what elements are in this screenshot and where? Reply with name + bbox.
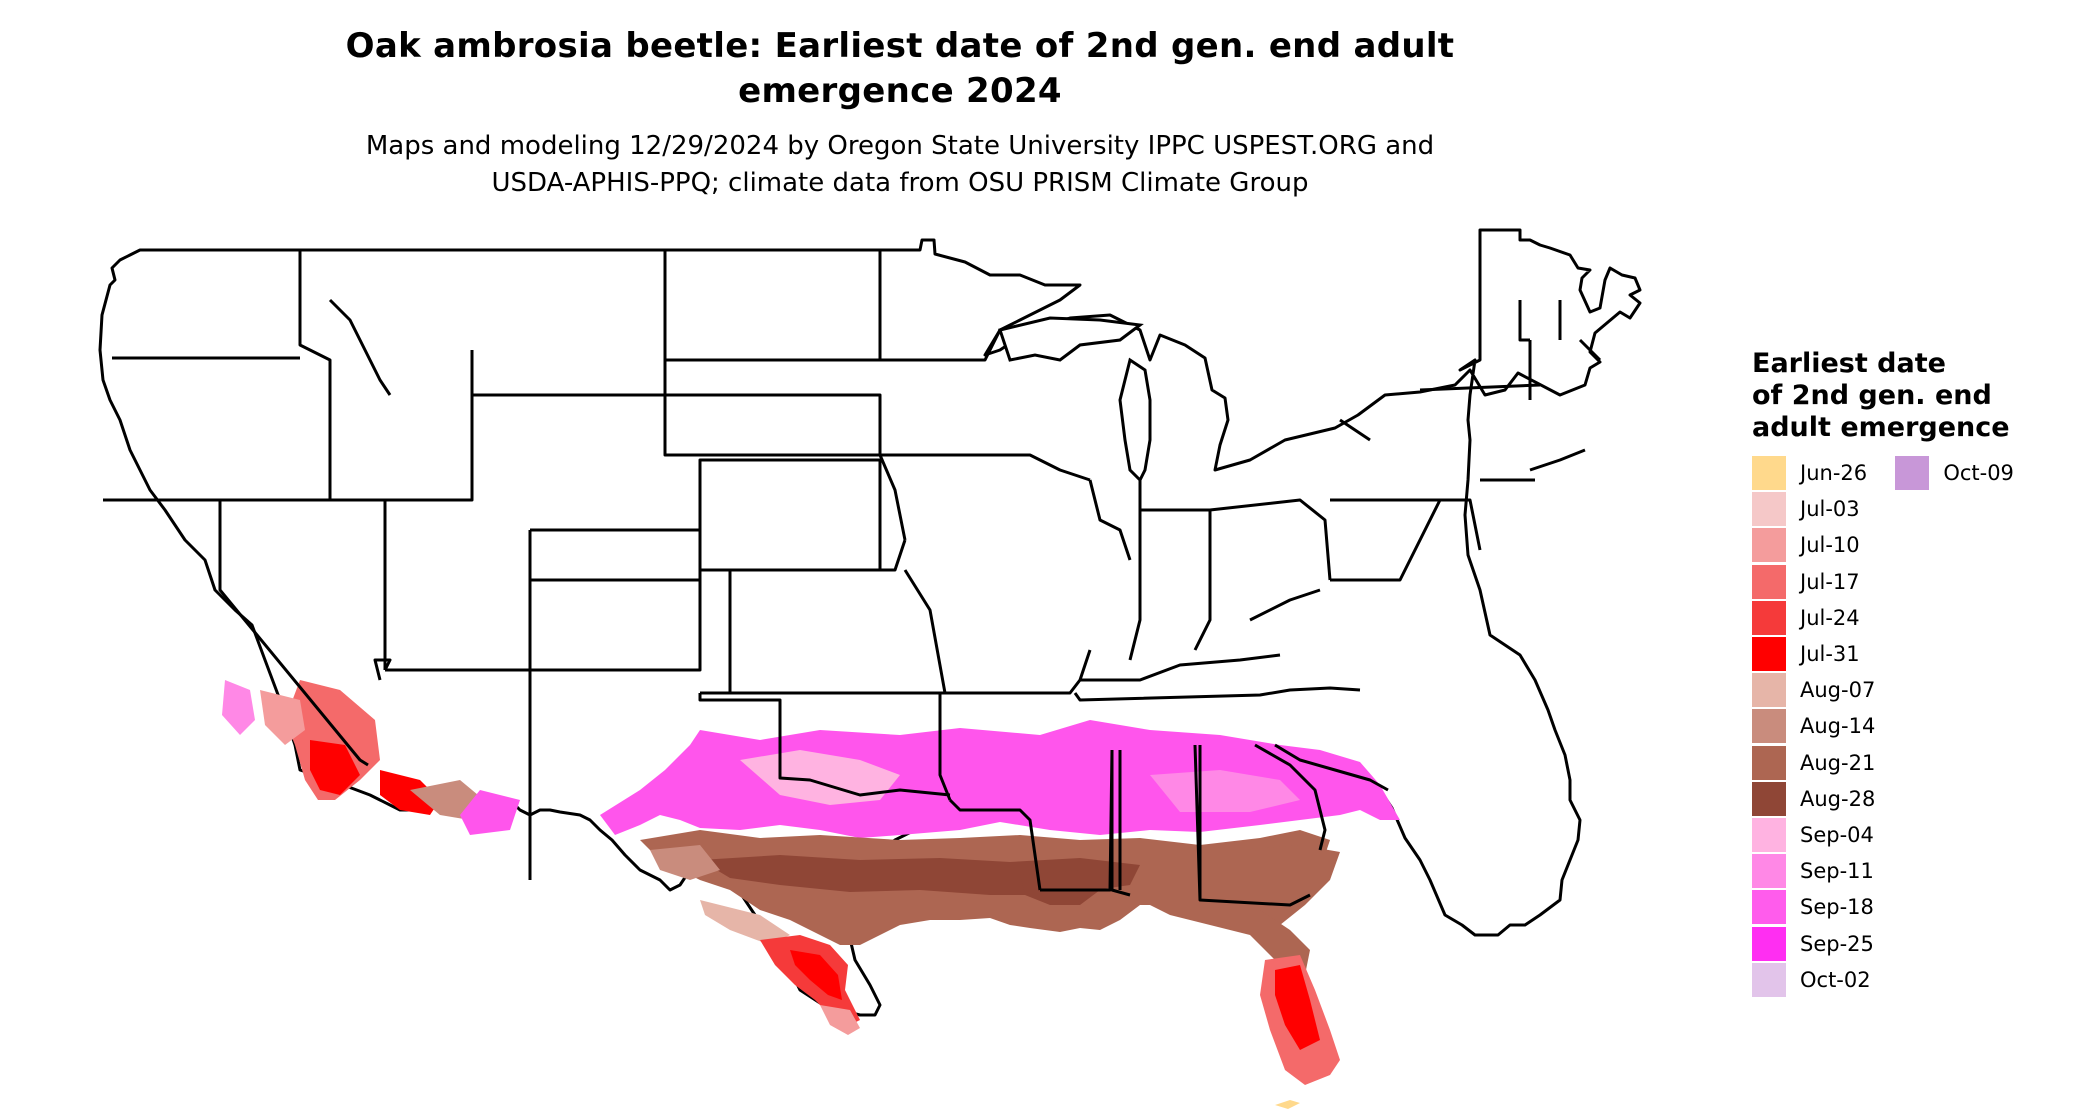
legend-swatch: [1752, 637, 1786, 672]
legend-item: Oct-09: [1895, 455, 2014, 491]
legend-item: Sep-25: [1752, 925, 1875, 961]
legend-title-line3: adult emergence: [1752, 412, 2010, 443]
florida-keys: [1275, 1100, 1300, 1109]
map-title-line2: emergence 2024: [738, 71, 1062, 111]
legend-label: Sep-25: [1800, 931, 1874, 956]
map-title: Oak ambrosia beetle: Earliest date of 2n…: [250, 24, 1550, 114]
legend-item: Aug-14: [1752, 708, 1875, 744]
legend-label: Aug-14: [1800, 714, 1876, 739]
legend-swatch: [1752, 673, 1786, 708]
legend-item: Sep-11: [1752, 853, 1875, 889]
legend-item: Aug-21: [1752, 745, 1875, 781]
legend-label: Jul-03: [1800, 497, 1860, 522]
legend-item: Jul-10: [1752, 527, 1875, 563]
legend-swatch: [1752, 817, 1786, 852]
legend-label: Aug-21: [1800, 750, 1876, 775]
legend: Earliest date of 2nd gen. end adult emer…: [1752, 348, 2014, 998]
legend-label: Oct-02: [1800, 967, 1871, 992]
legend-label: Sep-11: [1800, 859, 1874, 884]
legend-label: Sep-04: [1800, 822, 1874, 847]
map-subtitle: Maps and modeling 12/29/2024 by Oregon S…: [200, 128, 1600, 202]
legend-title-line1: Earliest date: [1752, 348, 1946, 379]
legend-item: Jul-24: [1752, 600, 1875, 636]
legend-swatch: [1752, 528, 1786, 563]
legend-swatch: [1895, 456, 1930, 491]
legend-label: Aug-07: [1800, 678, 1876, 703]
legend-swatch: [1752, 600, 1786, 635]
legend-item: Aug-28: [1752, 781, 1875, 817]
legend-label: Jul-24: [1800, 605, 1860, 630]
legend-item: Aug-07: [1752, 672, 1875, 708]
legend-title: Earliest date of 2nd gen. end adult emer…: [1752, 348, 2014, 444]
legend-swatch: [1752, 890, 1786, 925]
legend-item: Jul-31: [1752, 636, 1875, 672]
legend-swatch: [1752, 709, 1786, 744]
legend-swatch: [1752, 456, 1786, 491]
legend-swatch: [1752, 781, 1786, 816]
lake-michigan: [1118, 357, 1152, 483]
legend-label: Jun-26: [1800, 461, 1868, 486]
lake-superior: [998, 316, 1144, 362]
legend-label: Oct-09: [1943, 461, 2014, 486]
legend-item: Jul-17: [1752, 564, 1875, 600]
legend-item: Sep-04: [1752, 817, 1875, 853]
legend-column-2: Oct-09: [1895, 455, 2014, 998]
legend-item: Oct-02: [1752, 962, 1875, 998]
legend-swatch: [1752, 745, 1786, 780]
legend-item: Sep-18: [1752, 889, 1875, 925]
legend-swatch: [1752, 564, 1786, 599]
legend-item: Jun-26: [1752, 455, 1875, 491]
legend-item: Jul-03: [1752, 491, 1875, 527]
legend-title-line2: of 2nd gen. end: [1752, 380, 1992, 411]
legend-swatch: [1752, 492, 1786, 527]
legend-label: Sep-18: [1800, 895, 1874, 920]
legend-label: Jul-31: [1800, 642, 1860, 667]
state-borders: [103, 250, 1602, 907]
map-title-line1: Oak ambrosia beetle: Earliest date of 2n…: [345, 26, 1455, 66]
map-subtitle-line2: USDA-APHIS-PPQ; climate data from OSU PR…: [491, 168, 1309, 198]
legend-label: Aug-28: [1800, 786, 1876, 811]
legend-label: Jul-17: [1800, 569, 1860, 594]
legend-swatch: [1752, 926, 1786, 961]
legend-label: Jul-10: [1800, 533, 1860, 558]
legend-swatch: [1752, 962, 1786, 997]
legend-swatch: [1752, 854, 1786, 889]
legend-column-1: Jun-26 Jul-03 Jul-10 Jul-17 Jul-24 Jul-31 Aug-…: [1752, 455, 1875, 998]
map-subtitle-line1: Maps and modeling 12/29/2024 by Oregon S…: [365, 131, 1435, 161]
